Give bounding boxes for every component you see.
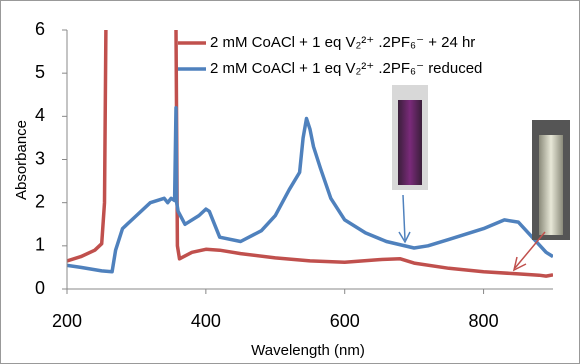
arrow xyxy=(402,194,406,241)
x-tick-label: 600 xyxy=(330,311,360,331)
y-axis-label: Absorbance xyxy=(13,120,30,200)
y-tick-label: 2 xyxy=(35,191,45,211)
arrow-head xyxy=(398,231,411,244)
x-tick-label: 200 xyxy=(52,311,82,331)
series-line xyxy=(67,30,553,278)
y-tick-label: 5 xyxy=(35,62,45,82)
legend-label: 2 mM CoACl + 1 eq V₂²⁺ .2PF₆⁻ + 24 hr xyxy=(210,34,475,51)
y-tick-label: 4 xyxy=(35,105,45,125)
y-tick-label: 3 xyxy=(35,148,45,168)
series-line xyxy=(67,105,553,274)
x-tick-label: 400 xyxy=(191,311,221,331)
plot-area xyxy=(67,30,553,278)
x-tick-label: 800 xyxy=(469,311,499,331)
y-tick-label: 1 xyxy=(35,235,45,255)
x-axis-label: Wavelength (nm) xyxy=(251,342,365,359)
y-tick-label: 6 xyxy=(35,19,45,39)
vial xyxy=(398,100,422,185)
arrow-head xyxy=(512,256,527,272)
arrow xyxy=(514,231,546,269)
vial xyxy=(539,135,563,235)
y-tick-label: 0 xyxy=(35,278,45,298)
legend-label: 2 mM CoACl + 1 eq V₂²⁺ .2PF₆⁻ reduced xyxy=(210,60,482,77)
